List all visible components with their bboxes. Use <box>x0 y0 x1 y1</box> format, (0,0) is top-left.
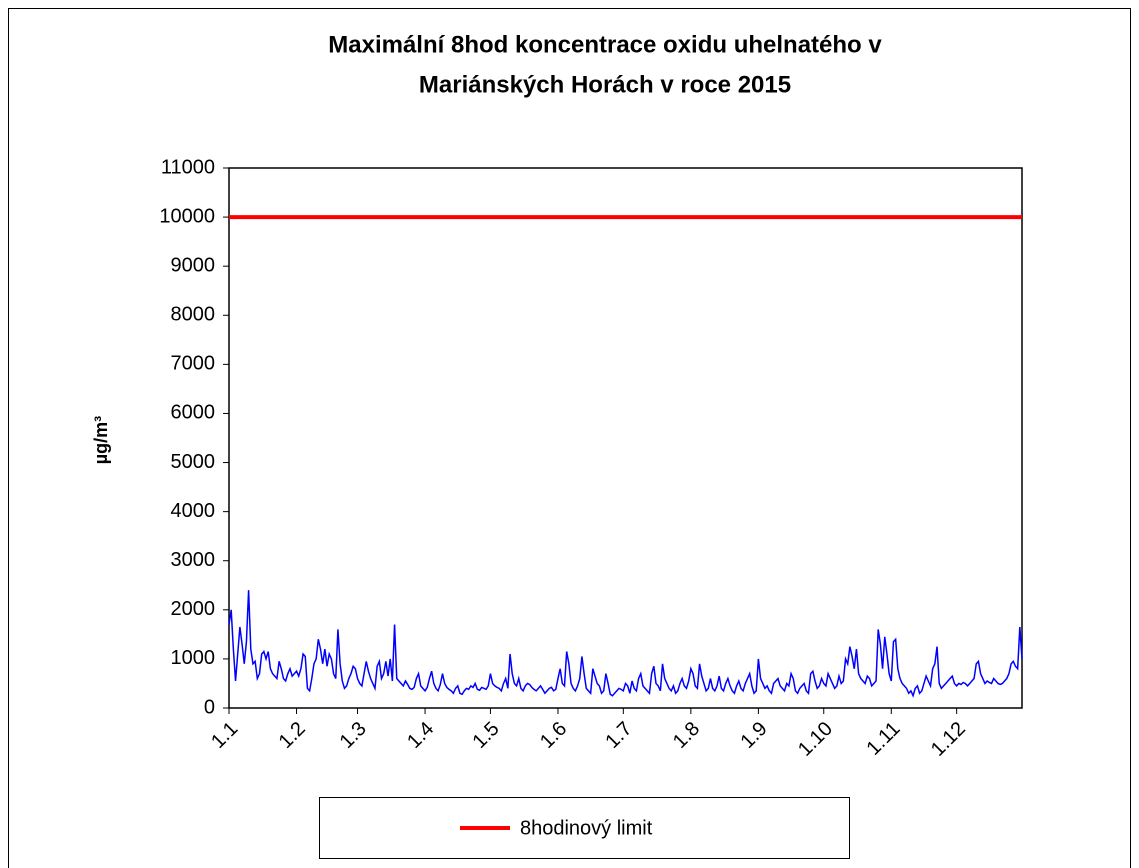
chart-title: Maximální 8hod koncentrace oxidu uhelnat… <box>328 31 882 58</box>
chart-title: Mariánských Horách v roce 2015 <box>419 71 791 98</box>
y-tick-label: 5000 <box>171 451 216 473</box>
y-axis-label: µg/m³ <box>91 416 111 464</box>
legend-label: 8hodinový limit <box>520 817 653 839</box>
y-tick-label: 1000 <box>171 647 216 669</box>
y-tick-label: 11000 <box>161 156 215 178</box>
legend <box>319 797 850 859</box>
y-tick-label: 10000 <box>159 205 215 227</box>
y-tick-label: 3000 <box>171 549 216 571</box>
y-tick-label: 9000 <box>171 254 216 276</box>
y-tick-label: 7000 <box>171 353 216 375</box>
y-tick-label: 8000 <box>171 304 216 326</box>
y-tick-label: 2000 <box>171 598 216 620</box>
y-tick-label: 0 <box>204 696 215 718</box>
plot-area <box>228 167 1023 709</box>
y-tick-label: 4000 <box>171 500 216 522</box>
data-line <box>228 590 1023 698</box>
y-tick-label: 6000 <box>171 402 216 424</box>
